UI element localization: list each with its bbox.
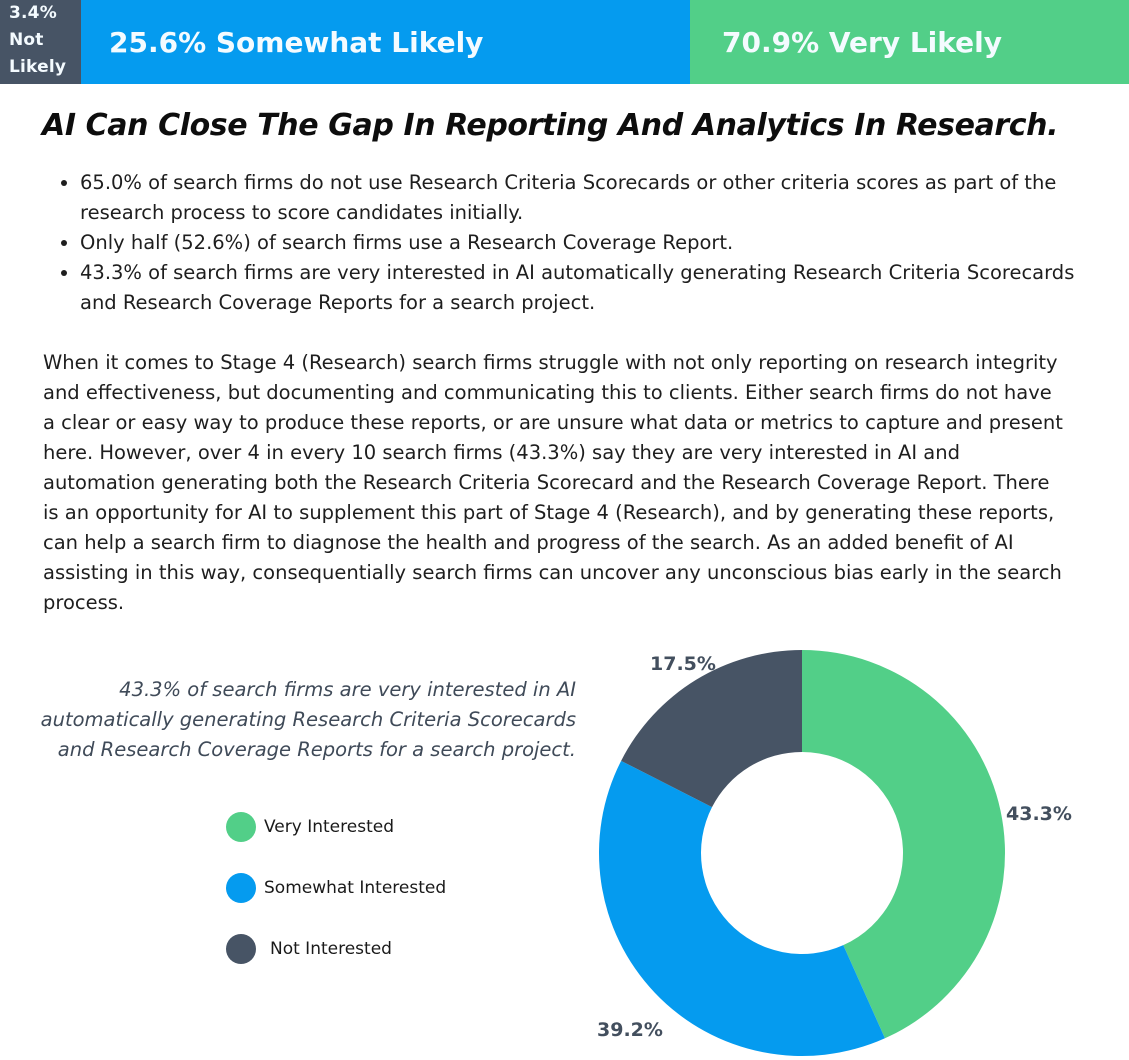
legend-dot-icon [226,812,256,842]
legend-label: Somewhat Interested [264,878,447,898]
bar-segment-very-likely: 70.9% Very Likely [690,0,1129,84]
legend-item-somewhat-interested: Somewhat Interested [226,873,446,903]
list-item: 65.0% of search firms do not use Researc… [80,168,1080,228]
key-findings-list: 65.0% of search firms do not use Researc… [40,168,1080,318]
bar-segment-not-likely: 3.4% Not Likely [0,0,81,84]
likelihood-stacked-bar: 3.4% Not Likely 25.6% Somewhat Likely 70… [0,0,1129,84]
page-heading: AI Can Close The Gap In Reporting And An… [42,108,1059,143]
slice-very-interested [802,650,1005,1039]
segment-label-line2: Not [9,30,44,50]
slice-somewhat-interested [599,760,885,1056]
slice-label-very-interested: 43.3% [1006,803,1072,825]
donut-slices [599,649,1005,1056]
legend-dot-icon [226,934,256,964]
list-item: 43.3% of search firms are very intereste… [80,258,1080,318]
legend-label: Not Interested [270,939,392,959]
chart-callout-text: 43.3% of search firms are very intereste… [40,678,576,761]
legend-item-very-interested: Very Interested [226,812,446,842]
segment-label: 70.9% Very Likely [722,25,1002,59]
slice-not-interested [621,649,802,808]
body-paragraph: When it comes to Stage 4 (Research) sear… [43,351,1063,614]
slice-label-somewhat-interested: 39.2% [597,1019,663,1041]
legend-label: Very Interested [264,817,394,837]
legend-item-not-interested: Not Interested [226,934,446,964]
segment-label: 25.6% Somewhat Likely [109,25,484,59]
bar-segment-somewhat-likely: 25.6% Somewhat Likely [81,0,690,84]
slice-label-not-interested: 17.5% [650,653,716,675]
chart-legend: Very Interested Somewhat Interested Not … [226,812,446,995]
segment-label-line3: Likely [9,57,67,77]
segment-label-value: 3.4% [9,3,57,23]
legend-dot-icon [226,873,256,903]
list-item: Only half (52.6%) of search firms use a … [80,228,1080,258]
